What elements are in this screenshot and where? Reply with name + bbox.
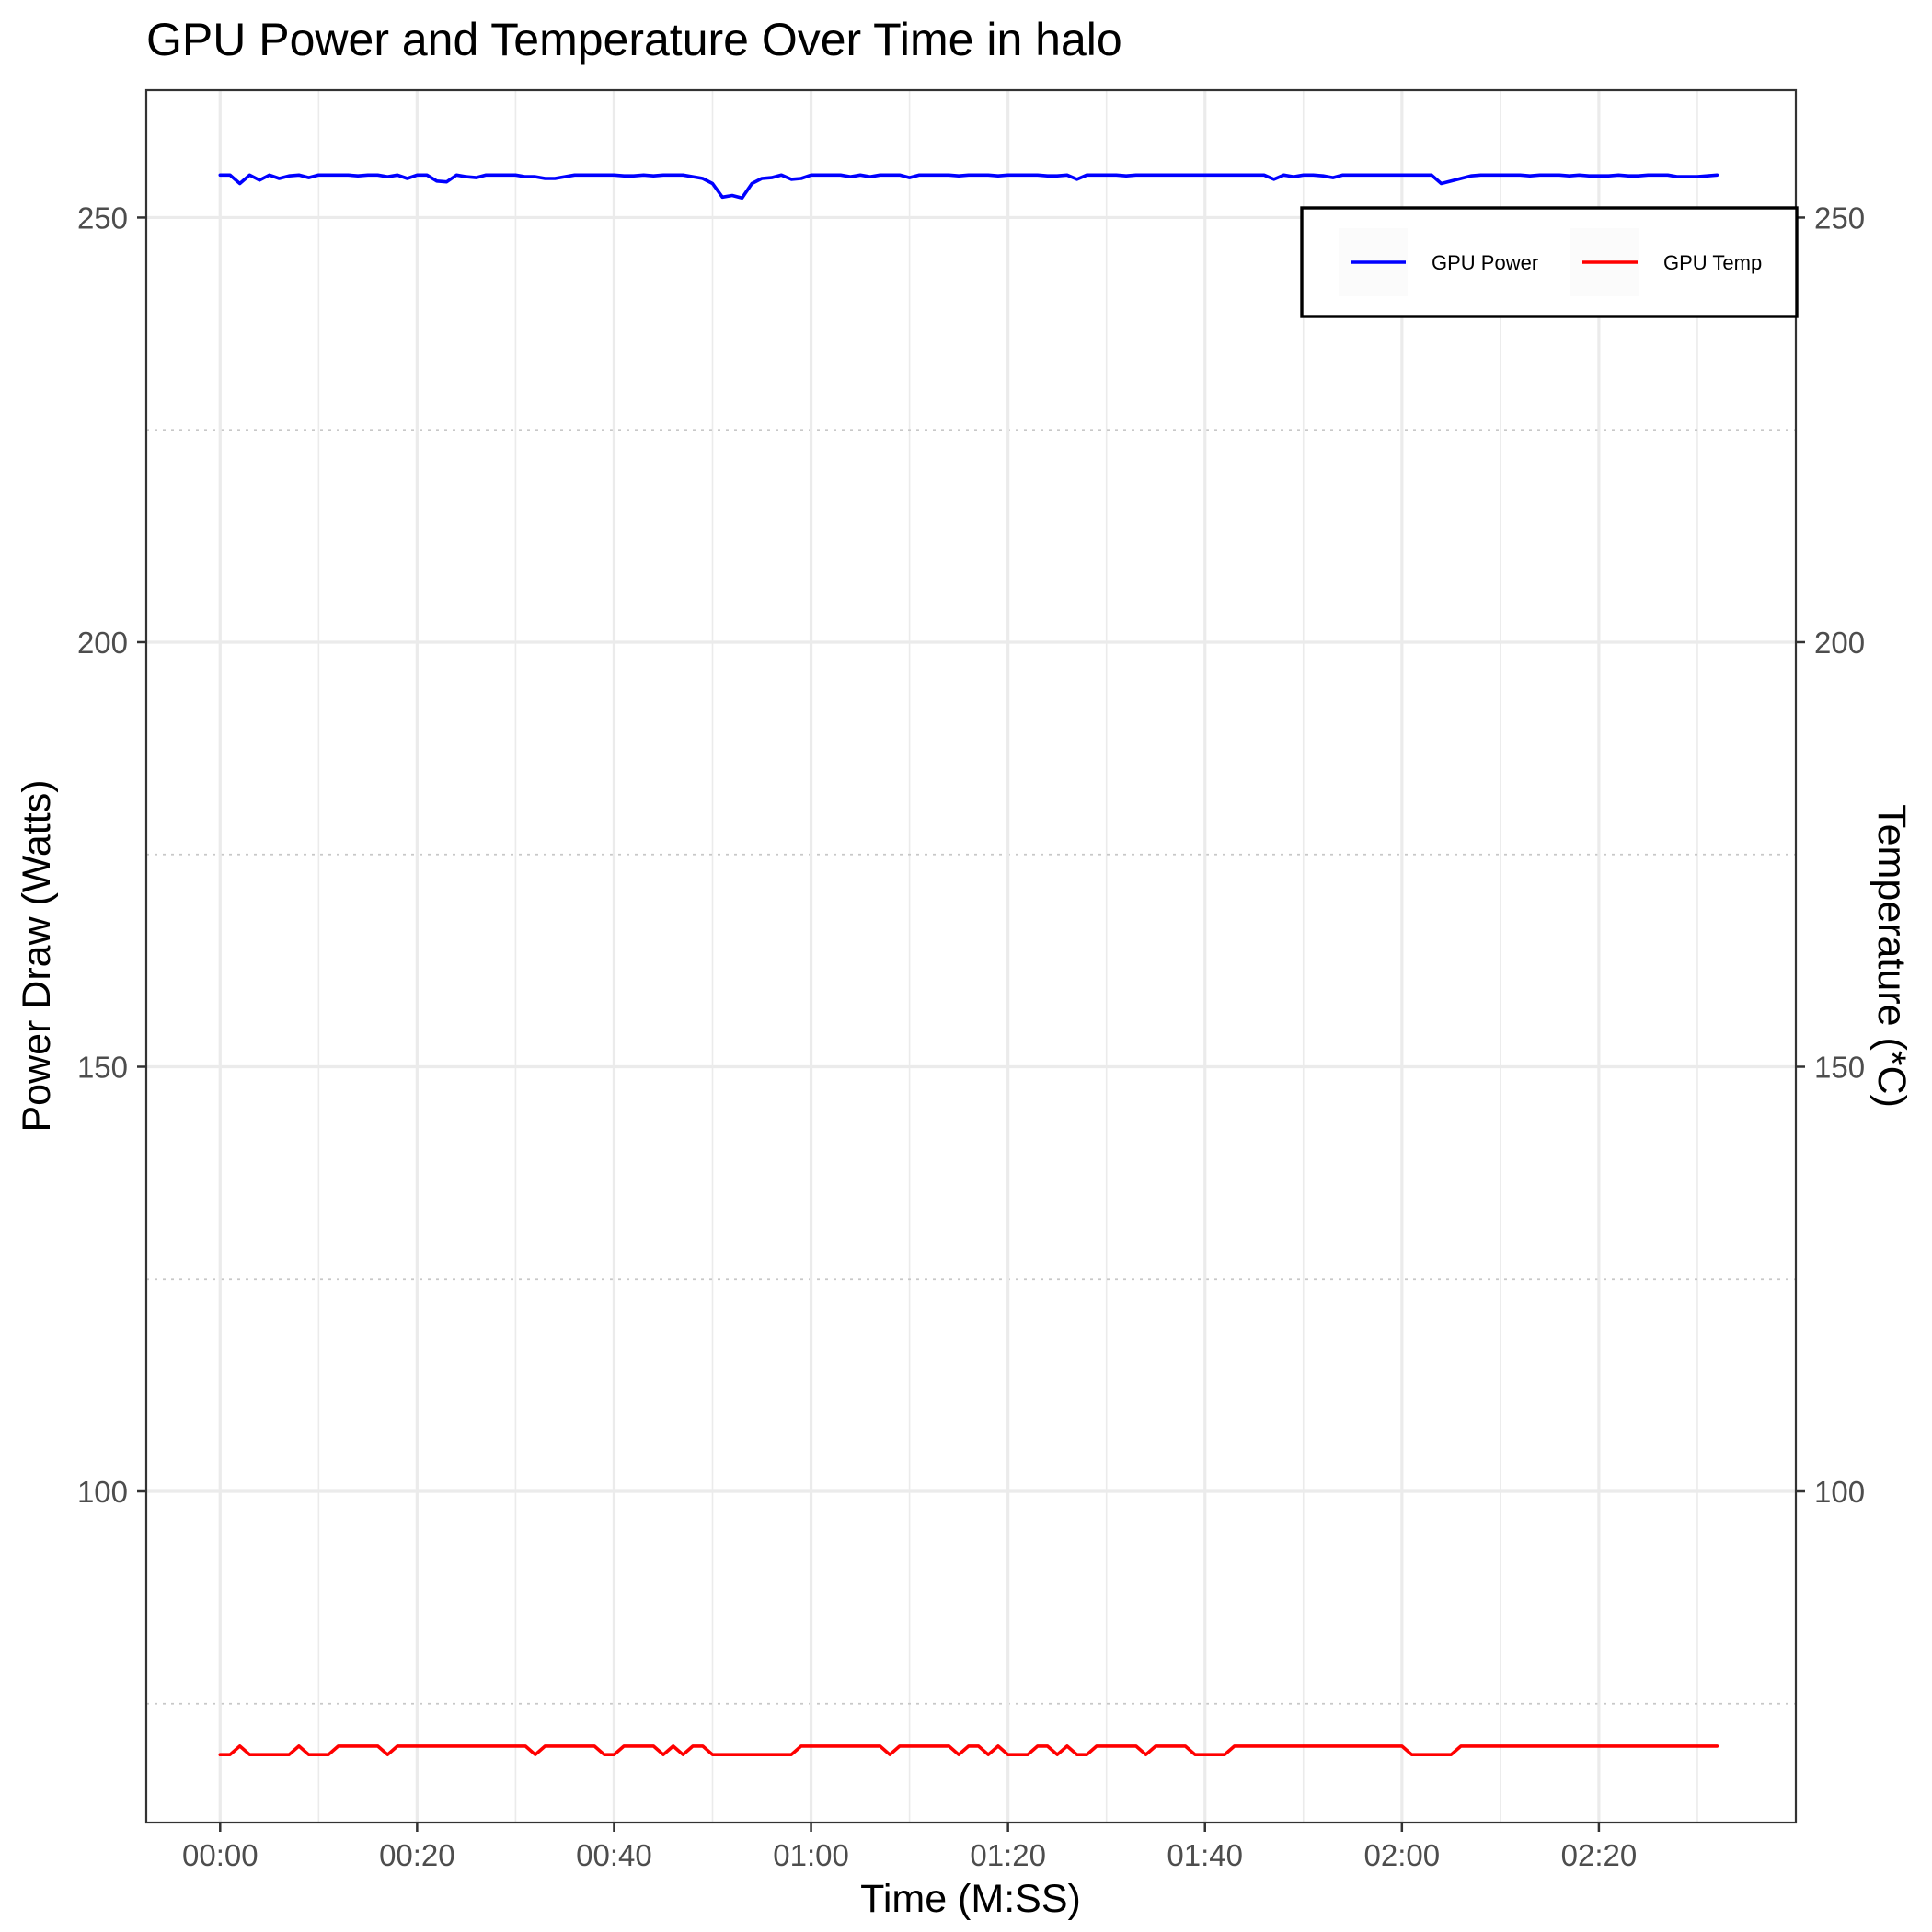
x-axis: 00:00 00:20 00:40 01:00 01:20 01:40 02:00 02:20 [182, 1823, 1637, 1872]
x-tick-label-3: 01:00 [773, 1838, 849, 1872]
y2-axis-title: Temperature (*C) [1869, 804, 1914, 1108]
chart-title: GPU Power and Temperature Over Time in h… [146, 14, 1122, 65]
grid-layer [146, 90, 1796, 1823]
x-tick-label-2: 00:40 [576, 1838, 652, 1872]
x-tick-label-1: 00:20 [379, 1838, 455, 1872]
y-axis-left: 100 150 200 250 [77, 201, 146, 1509]
y-axis-title: Power Draw (Watts) [15, 779, 59, 1132]
plot-panel-border [144, 88, 1798, 1824]
y-tick-label-3: 250 [77, 201, 128, 235]
y2-tick-label-3: 250 [1814, 201, 1865, 235]
x-tick-label-0: 00:00 [182, 1838, 259, 1872]
y-tick-label-1: 150 [77, 1050, 128, 1084]
x-tick-label-7: 02:20 [1561, 1838, 1638, 1872]
y-tick-label-2: 200 [77, 626, 128, 660]
series-line-gpu-temp [218, 1744, 1719, 1756]
y2-tick-label-0: 100 [1814, 1475, 1865, 1509]
y-tick-label-0: 100 [77, 1475, 128, 1509]
legend: GPU Power GPU Temp [1300, 206, 1799, 318]
y2-tick-label-2: 200 [1814, 626, 1865, 660]
y2-tick-label-1: 150 [1814, 1050, 1865, 1084]
y-axis-right: 100 150 200 250 [1796, 201, 1865, 1509]
x-axis-title: Time (M:SS) [860, 1877, 1081, 1921]
legend-label-gpu-temp: GPU Temp [1663, 251, 1762, 274]
series-layer [218, 173, 1719, 1756]
legend-label-gpu-power: GPU Power [1432, 251, 1538, 274]
x-tick-label-6: 02:00 [1364, 1838, 1441, 1872]
x-tick-label-4: 01:20 [970, 1838, 1046, 1872]
x-tick-label-5: 01:40 [1167, 1838, 1243, 1872]
series-line-gpu-power [218, 173, 1719, 200]
